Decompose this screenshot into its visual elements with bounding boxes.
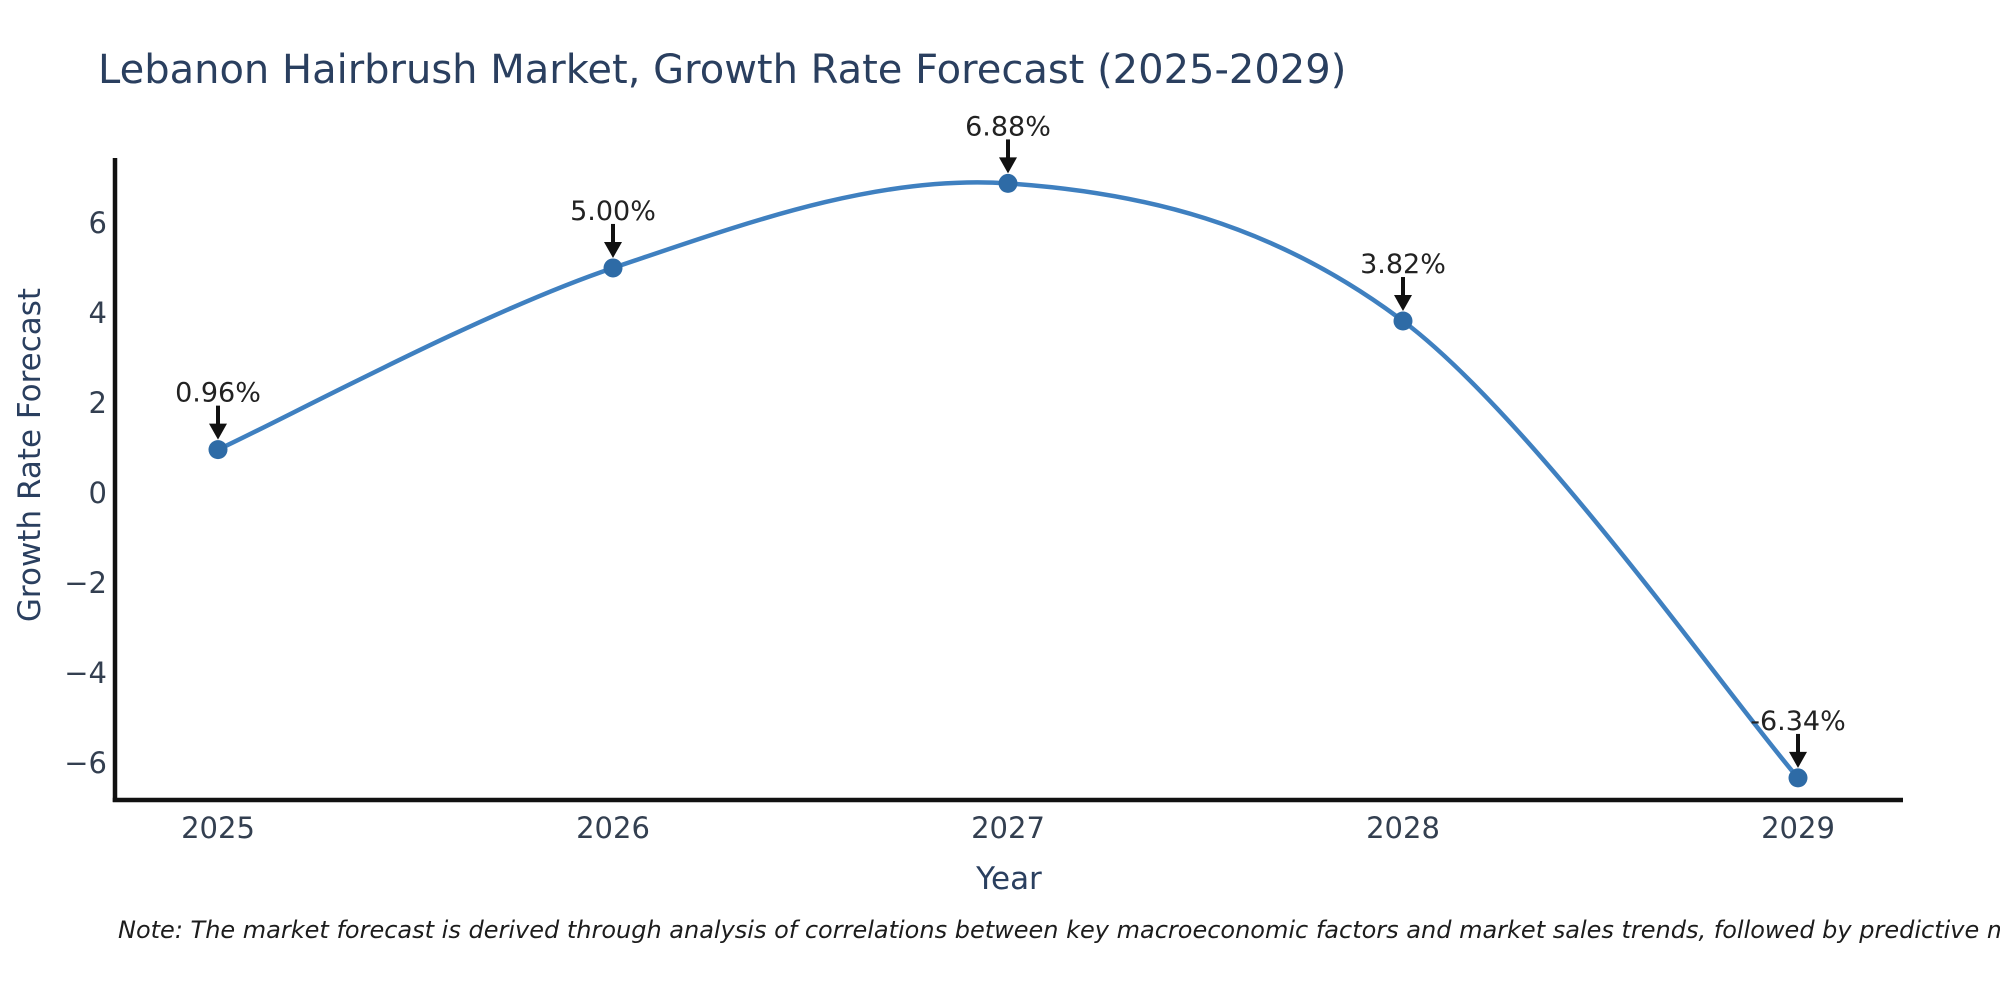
annotation-arrowhead-icon xyxy=(209,423,227,440)
x-tick-label: 2026 xyxy=(576,811,650,845)
data-point-marker xyxy=(1393,311,1413,331)
y-axis-title: Growth Rate Forecast xyxy=(12,288,48,622)
point-value-label: 0.96% xyxy=(175,378,261,409)
y-tick-label: 0 xyxy=(89,476,107,510)
point-annotations: 0.96% 5.00% 6.88% 3.82% -6.34% xyxy=(175,111,1846,768)
y-tick-label: 6 xyxy=(89,206,107,240)
annotation-arrowhead-icon xyxy=(604,241,622,258)
data-point-marker xyxy=(603,258,623,278)
y-tick-labels: 6 4 2 0 −2 −4 −6 xyxy=(64,206,107,780)
annotation-arrowhead-icon xyxy=(1394,295,1412,312)
annotation-arrowhead-icon xyxy=(1789,751,1807,768)
point-value-label: -6.34% xyxy=(1750,706,1846,737)
point-value-label: 6.88% xyxy=(965,111,1051,142)
chart-note: Note: The market forecast is derived thr… xyxy=(118,916,2000,944)
x-tick-label: 2027 xyxy=(971,811,1045,845)
y-tick-label: 4 xyxy=(89,296,107,330)
chart-title: Lebanon Hairbrush Market, Growth Rate Fo… xyxy=(98,47,1346,93)
series-line xyxy=(215,180,1801,781)
y-tick-label: −2 xyxy=(64,566,107,600)
y-tick-label: 2 xyxy=(89,386,107,420)
x-tick-label: 2029 xyxy=(1761,811,1835,845)
data-point-markers xyxy=(208,173,1808,788)
data-point-marker xyxy=(1788,768,1808,788)
y-tick-label: −6 xyxy=(64,746,107,780)
x-tick-label: 2028 xyxy=(1366,811,1440,845)
point-value-label: 3.82% xyxy=(1360,249,1446,280)
x-tick-label: 2025 xyxy=(181,811,255,845)
annotation-arrowhead-icon xyxy=(999,157,1017,174)
x-axis-title: Year xyxy=(975,861,1042,897)
x-tick-labels: 2025 2026 2027 2028 2029 xyxy=(181,811,1835,845)
data-point-marker xyxy=(998,173,1018,193)
point-value-label: 5.00% xyxy=(570,196,656,227)
data-point-marker xyxy=(208,440,228,460)
y-tick-label: −4 xyxy=(64,656,107,690)
